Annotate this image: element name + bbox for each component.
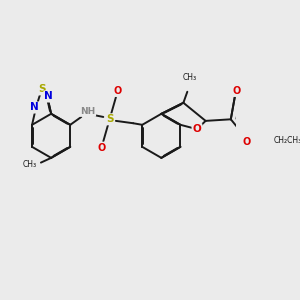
Text: S: S	[106, 114, 113, 124]
Text: N: N	[44, 92, 53, 101]
Text: S: S	[38, 84, 45, 94]
Text: O: O	[98, 142, 106, 153]
Text: O: O	[193, 124, 201, 134]
Text: CH₃: CH₃	[183, 73, 197, 82]
Text: NH: NH	[80, 107, 95, 116]
Text: O: O	[113, 86, 122, 96]
Text: O: O	[232, 86, 240, 96]
Text: CH₂CH₃: CH₂CH₃	[273, 136, 300, 145]
Text: N: N	[30, 103, 39, 112]
Text: CH₃: CH₃	[23, 160, 37, 169]
Text: O: O	[242, 137, 251, 147]
